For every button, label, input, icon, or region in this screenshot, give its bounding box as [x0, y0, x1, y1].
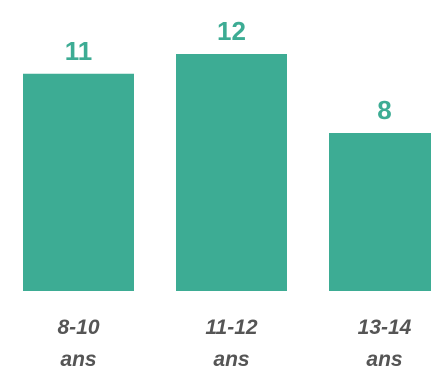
- category-label-2-line-0: 13-14: [358, 316, 412, 339]
- bar-0: [23, 73, 134, 291]
- bar-1: [176, 54, 287, 291]
- category-label-1-line-0: 11-12: [205, 316, 257, 339]
- bar-2: [329, 133, 431, 291]
- bars-group: [23, 54, 431, 291]
- bar-value-label-2: 8: [377, 95, 391, 125]
- category-label-0-line-1: ans: [60, 348, 96, 371]
- category-labels-group: 8-10 ans 11-12 ans 13-14 ans: [57, 316, 411, 371]
- category-label-0-line-0: 8-10: [57, 316, 99, 339]
- bar-value-label-1: 12: [217, 16, 246, 46]
- bar-value-label-0: 11: [65, 36, 93, 66]
- value-labels-group: 11 12 8: [65, 16, 392, 125]
- category-label-2-line-1: ans: [366, 348, 402, 371]
- category-label-1-line-1: ans: [213, 348, 249, 371]
